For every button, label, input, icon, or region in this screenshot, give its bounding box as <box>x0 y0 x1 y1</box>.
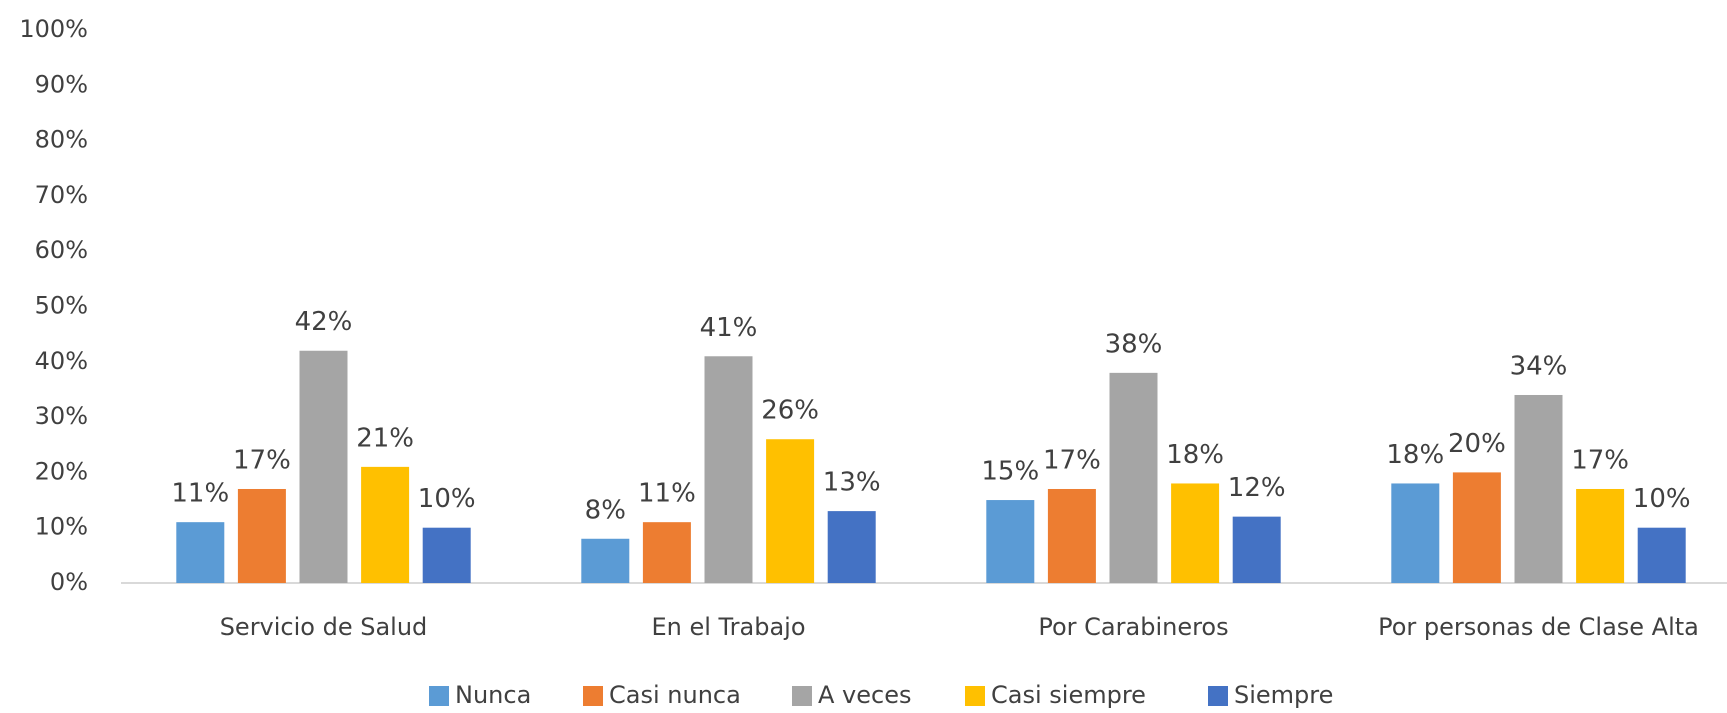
data-label: 18% <box>1166 440 1224 470</box>
data-label: 10% <box>418 484 476 514</box>
bar <box>986 500 1035 583</box>
data-label: 26% <box>761 396 819 426</box>
y-tick-label: 90% <box>35 70 88 98</box>
y-tick-label: 20% <box>35 457 88 485</box>
bar <box>1576 488 1625 583</box>
bar <box>1232 516 1281 583</box>
y-tick-label: 50% <box>35 292 88 320</box>
data-label: 11% <box>638 479 696 509</box>
x-tick-label: Servicio de Salud <box>220 613 428 641</box>
bar <box>361 466 410 583</box>
data-label: 8% <box>585 495 626 525</box>
y-tick-label: 10% <box>35 513 88 541</box>
y-tick-label: 0% <box>50 568 88 596</box>
bar <box>1452 472 1501 583</box>
data-label: 34% <box>1510 351 1568 381</box>
legend-swatch <box>792 686 812 706</box>
bar <box>642 522 691 583</box>
data-label: 38% <box>1105 329 1163 359</box>
bar <box>1047 488 1096 583</box>
legend-label: Siempre <box>1234 681 1333 709</box>
legend-label: Casi nunca <box>609 681 741 709</box>
data-label: 21% <box>356 423 414 453</box>
legend-label: Casi siempre <box>991 681 1146 709</box>
bar <box>766 439 815 583</box>
data-label: 20% <box>1448 429 1506 459</box>
bar <box>827 511 876 583</box>
bar <box>581 538 630 583</box>
data-label: 17% <box>1043 445 1101 475</box>
legend-swatch <box>1208 686 1228 706</box>
legend-label: A veces <box>818 681 911 709</box>
x-tick-label: Por Carabineros <box>1038 613 1228 641</box>
legend-swatch <box>583 686 603 706</box>
x-tick-label: Por personas de Clase Alta <box>1378 613 1699 641</box>
data-label: 10% <box>1633 484 1691 514</box>
data-label: 13% <box>823 468 881 498</box>
bar <box>704 356 753 583</box>
data-label: 42% <box>295 307 353 337</box>
bar <box>1637 527 1686 583</box>
y-tick-label: 30% <box>35 402 88 430</box>
y-tick-label: 40% <box>35 347 88 375</box>
bar <box>1391 483 1440 583</box>
data-label: 17% <box>1571 445 1629 475</box>
bar <box>1514 394 1563 583</box>
data-label: 17% <box>233 445 291 475</box>
bar <box>237 488 286 583</box>
data-label: 41% <box>700 313 758 343</box>
x-tick-label: En el Trabajo <box>651 613 805 641</box>
bar <box>176 522 225 583</box>
legend-label: Nunca <box>455 681 531 709</box>
y-tick-label: 80% <box>35 126 88 154</box>
bar <box>1171 483 1220 583</box>
legend-swatch <box>429 686 449 706</box>
legend-swatch <box>965 686 985 706</box>
data-label: 15% <box>981 457 1039 487</box>
y-tick-label: 60% <box>35 236 88 264</box>
bar <box>422 527 471 583</box>
bar <box>1109 372 1158 583</box>
data-label: 18% <box>1386 440 1444 470</box>
data-label: 11% <box>171 479 229 509</box>
y-tick-label: 70% <box>35 181 88 209</box>
bar <box>299 350 348 583</box>
data-label: 12% <box>1228 473 1286 503</box>
y-tick-label: 100% <box>19 15 88 43</box>
